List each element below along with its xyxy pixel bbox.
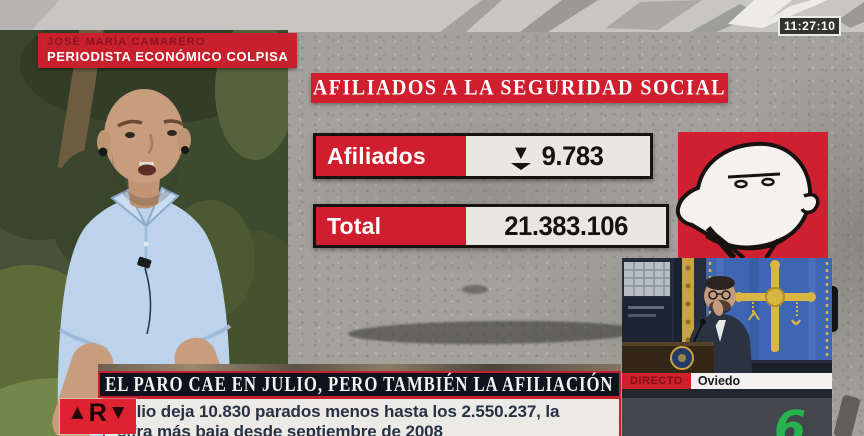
stat-label-afiliados: Afiliados [316, 136, 466, 176]
background-smudge [347, 319, 641, 346]
lasexta-logo: 6 [774, 401, 807, 436]
program-logo-arv: ▲ R ▼ [60, 399, 136, 434]
down-arrow-icon: ▼ [510, 143, 531, 170]
reporter-role: PERIODISTA ECONÓMICO COLPISA [47, 49, 289, 64]
triangle-up-icon: ▲ [67, 401, 88, 424]
background-video-sliver [98, 364, 621, 373]
triangle-down-icon: ▼ [107, 401, 129, 424]
ticker-detail-line2: cifra más baja desde septiembre de 2008 [117, 422, 443, 436]
ticker-detail-line1: Julio deja 10.830 parados menos hasta lo… [117, 402, 560, 421]
background-smudge-small [462, 285, 488, 294]
background-object [827, 286, 838, 332]
mascot-cartoon [675, 132, 828, 260]
stat-label-total: Total [316, 207, 466, 245]
inset-footer: 6 [622, 398, 832, 436]
clock: 11:27:10 [778, 16, 842, 36]
ticker-detail-bar: Julio deja 10.830 parados menos hasta lo… [103, 397, 621, 436]
stat-value-cell: ▼ 9.783 [466, 136, 650, 176]
ticker-headline-bar: EL PARO CAE EN JULIO, PERO TAMBIÉN LA AF… [98, 371, 621, 398]
ticker-headline: EL PARO CAE EN JULIO, PERO TAMBIÉN LA AF… [105, 371, 614, 396]
live-badge: DIRECTO [622, 373, 691, 389]
band-artwork [0, 0, 864, 32]
live-video-scene [622, 258, 832, 373]
infographic-title-banner: AFILIADOS A LA SEGURIDAD SOCIAL [311, 73, 728, 103]
live-caption-bar: DIRECTO Oviedo [622, 373, 832, 389]
stat-value-cell: 21.383.106 [466, 207, 666, 245]
stat-row-total: Total 21.383.106 [313, 204, 669, 248]
stat-value-total: 21.383.106 [504, 210, 628, 241]
background-shadow [833, 394, 861, 436]
arv-letter-r: R [88, 399, 107, 427]
reporter-badge: JOSÉ MARÍA CAMARERO PERIODISTA ECONÓMICO… [38, 33, 298, 68]
inset-divider [622, 389, 832, 398]
live-location: Oviedo [697, 374, 741, 388]
live-inset: DIRECTO Oviedo 6 [622, 258, 832, 436]
infographic-title: AFILIADOS A LA SEGURIDAD SOCIAL [312, 75, 727, 100]
stat-row-afiliados: Afiliados ▼ 9.783 [313, 133, 653, 179]
reporter-name: JOSÉ MARÍA CAMARERO [47, 36, 206, 48]
top-band [0, 0, 864, 32]
mascot-illustration [675, 132, 828, 260]
live-location-wrap: Oviedo [690, 373, 832, 389]
stat-value-afiliados: 9.783 [541, 140, 604, 171]
